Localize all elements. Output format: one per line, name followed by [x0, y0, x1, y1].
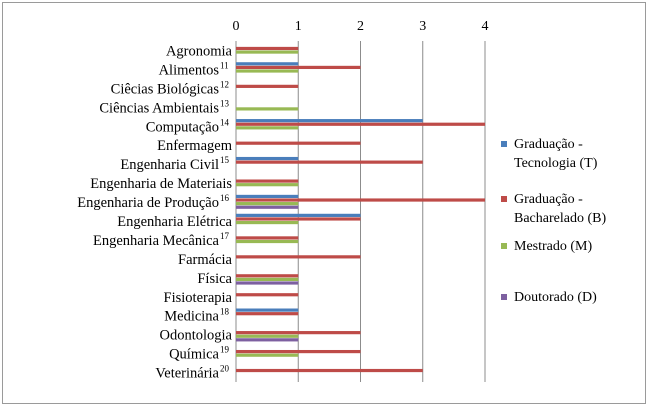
category-label: Enfermagem — [157, 138, 233, 154]
category-superscript: 16 — [220, 193, 230, 203]
category-superscript: 15 — [220, 155, 230, 165]
category-label: Medicina — [164, 309, 219, 325]
bar — [236, 308, 299, 312]
bar — [236, 122, 485, 126]
bar — [236, 281, 299, 285]
legend-label: Bacharelado (B) — [514, 211, 606, 226]
category-label: Engenharia Civil — [120, 157, 219, 173]
bar — [236, 338, 299, 342]
bar — [236, 183, 299, 187]
bar — [236, 277, 299, 282]
legend-swatch — [501, 243, 507, 249]
bar — [236, 156, 299, 161]
legend-label: Graduação - — [514, 137, 583, 152]
x-tick-label: 1 — [295, 19, 302, 34]
category-label: Engenharia de Materiais — [90, 176, 232, 192]
legend-label: Tecnologia (T) — [514, 156, 598, 171]
category-label: Fisioterapia — [164, 290, 233, 306]
category-label: Veterinária — [155, 366, 219, 382]
category-label: Física — [197, 271, 232, 287]
bar — [236, 205, 299, 209]
bar — [236, 50, 299, 54]
bar — [236, 368, 423, 373]
x-tick-label: 0 — [233, 19, 240, 34]
legend-label: Graduação - — [514, 192, 583, 207]
category-superscript: 19 — [220, 345, 230, 355]
bar — [236, 141, 361, 145]
x-tick-label: 2 — [357, 19, 364, 34]
bar — [236, 334, 299, 338]
bar — [236, 331, 361, 335]
bar — [236, 62, 299, 66]
chart-frame: 0 1 2 3 4 Agronomia Alimentos 11 Ciêcias Biológi… — [2, 2, 646, 404]
category-label: Agronomia — [166, 43, 233, 59]
category-superscript: 11 — [220, 60, 229, 70]
category-label: Alimentos — [159, 62, 220, 78]
category-superscript: 13 — [220, 98, 230, 108]
bar — [236, 179, 299, 183]
category-label: Ciências Ambientais — [99, 100, 219, 116]
bar — [236, 217, 361, 221]
bar — [236, 198, 485, 202]
legend-label: Mestrado (M) — [514, 239, 592, 254]
category-label: Ciêcias Biológicas — [111, 81, 220, 97]
category-label: Química — [169, 347, 219, 363]
bar — [236, 126, 299, 130]
bar — [236, 119, 423, 123]
bar — [236, 236, 299, 240]
category-label: Odontologia — [160, 328, 233, 344]
bar — [236, 69, 299, 73]
bar — [236, 293, 299, 297]
bar — [236, 349, 361, 354]
bar — [236, 255, 361, 259]
legend-swatch — [501, 196, 507, 202]
bar — [236, 160, 423, 164]
category-label: Computação — [146, 119, 219, 135]
category-superscript: 20 — [220, 364, 230, 374]
bar — [236, 107, 299, 111]
category-superscript: 18 — [220, 307, 230, 317]
bar — [236, 274, 299, 278]
bar — [236, 213, 361, 217]
bar — [236, 65, 361, 70]
bar — [236, 84, 299, 88]
category-superscript: 12 — [220, 79, 229, 89]
x-tick-label: 4 — [482, 19, 489, 34]
x-tick-label: 3 — [419, 19, 426, 34]
bar — [236, 220, 299, 225]
category-label: Farmácia — [178, 252, 233, 268]
bar — [236, 46, 299, 51]
legend-swatch — [501, 294, 507, 300]
category-label: Engenharia Elétrica — [117, 214, 232, 230]
category-superscript: 14 — [220, 117, 230, 127]
bar — [236, 239, 299, 244]
bar — [236, 312, 299, 316]
category-label: Engenharia de Produção — [77, 195, 219, 211]
bar — [236, 202, 299, 206]
bar — [236, 194, 299, 199]
category-superscript: 17 — [220, 231, 230, 241]
legend-label: Doutorado (D) — [514, 290, 597, 305]
bar — [236, 353, 299, 357]
legend-swatch — [501, 141, 507, 147]
category-label: Engenharia Mecânica — [93, 233, 220, 249]
